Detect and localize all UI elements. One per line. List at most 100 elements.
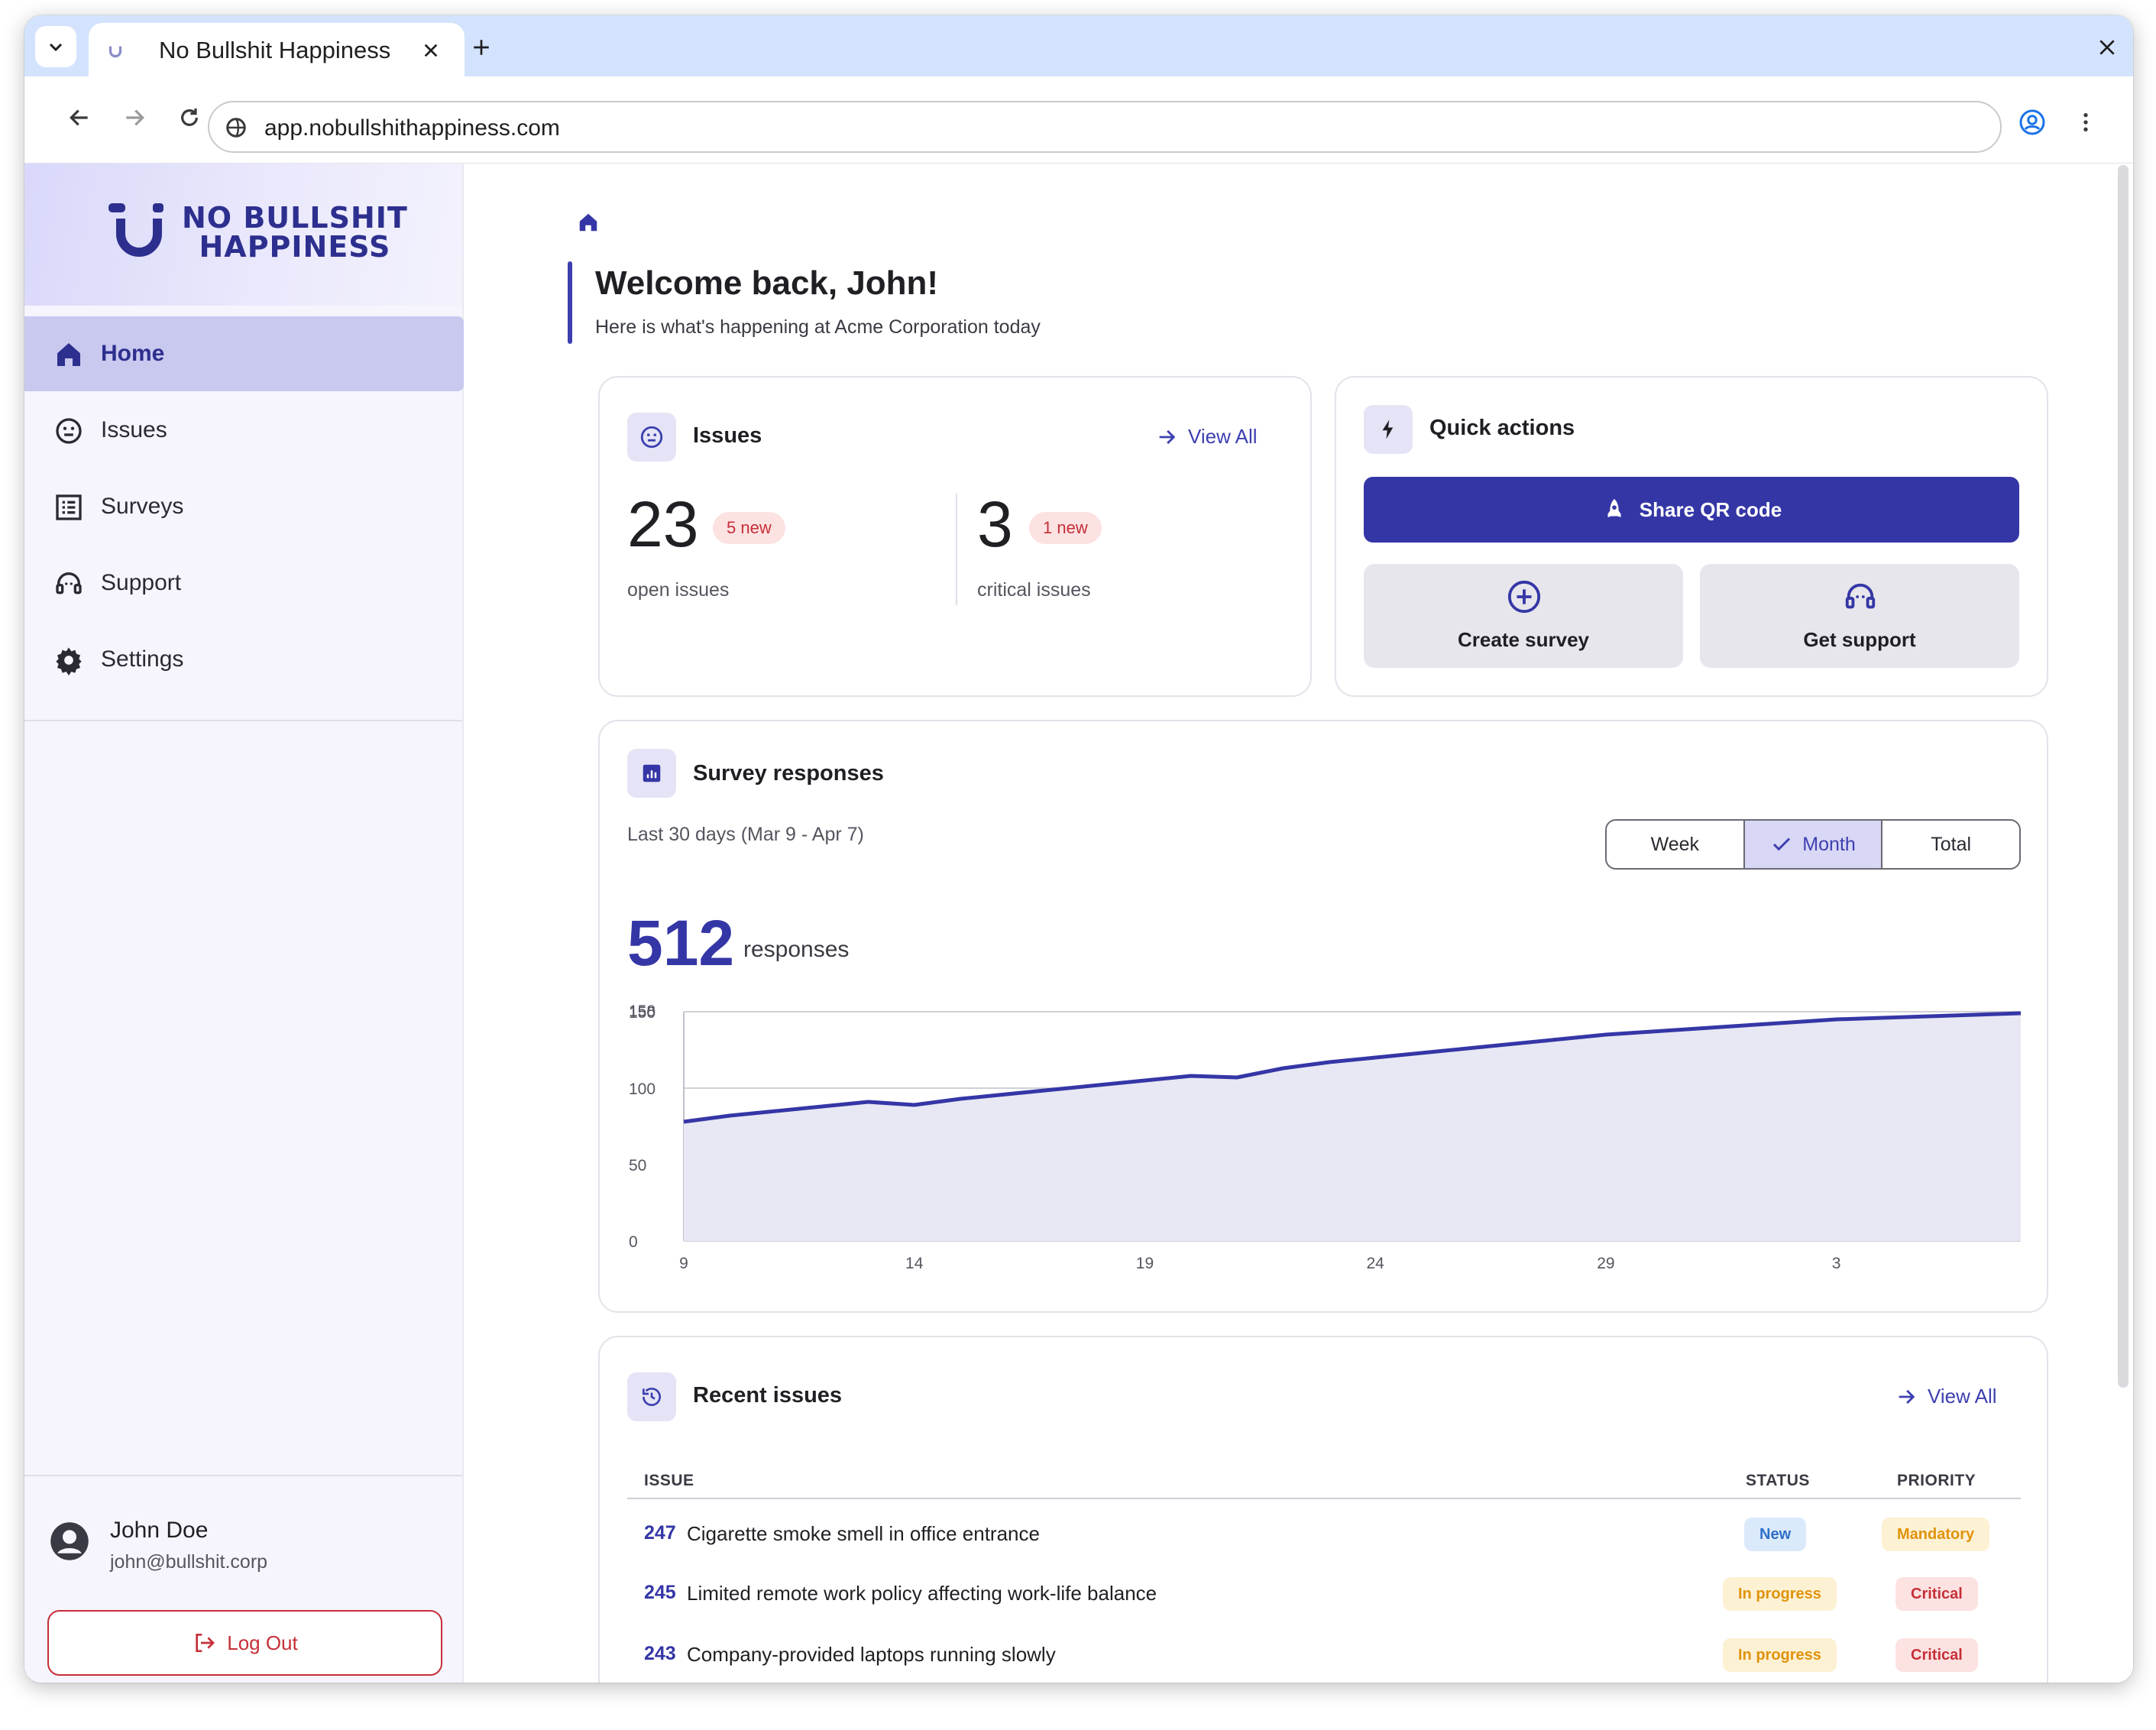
site-info-icon[interactable] xyxy=(225,116,248,139)
open-issues-label: open issues xyxy=(627,579,730,601)
create-survey-button[interactable]: Create survey xyxy=(1364,564,1683,668)
close-icon xyxy=(424,44,438,57)
period-toggle: Week Month Total xyxy=(1605,819,2021,870)
period-label: Month xyxy=(1802,833,1856,855)
browser-toolbar: app.nobullshithappiness.com xyxy=(24,76,2133,164)
profile-icon xyxy=(2019,109,2045,135)
recent-issues-view-all-link[interactable]: View All xyxy=(1895,1385,1997,1408)
browser-window: No Bullshit Happiness app.nobullshithapp… xyxy=(24,15,2133,1683)
critical-issues-new-badge: 1 new xyxy=(1029,512,1102,544)
recent-issues-title: Recent issues xyxy=(693,1383,843,1408)
back-button[interactable] xyxy=(58,96,101,139)
app-favicon-icon xyxy=(108,46,122,58)
view-all-label: View All xyxy=(1928,1385,1997,1408)
close-icon xyxy=(2099,40,2115,55)
priority-badge: Critical xyxy=(1895,1638,1978,1672)
logo-mark-icon xyxy=(108,203,163,257)
tab-close-button[interactable] xyxy=(417,37,445,64)
sidebar-item-label: Home xyxy=(101,341,165,366)
quick-actions-title: Quick actions xyxy=(1429,416,1575,440)
sidebar: NO BULLSHIT HAPPINESS Home Issues Survey… xyxy=(24,164,464,1683)
priority-badge: Critical xyxy=(1895,1577,1978,1611)
new-tab-button[interactable] xyxy=(466,32,497,63)
date-range-text: Last 30 days (Mar 9 - Apr 7) xyxy=(627,824,864,845)
x-tick-label: 19 xyxy=(1136,1255,1154,1272)
sidebar-item-issues[interactable]: Issues xyxy=(24,393,464,468)
arrow-right-icon xyxy=(126,109,144,126)
open-issues-new-badge: 5 new xyxy=(713,512,785,544)
sidebar-item-label: Surveys xyxy=(101,494,184,519)
sidebar-item-label: Support xyxy=(101,570,182,595)
tab-search-button[interactable] xyxy=(35,26,76,67)
browser-tab[interactable]: No Bullshit Happiness xyxy=(89,23,465,76)
app-viewport: NO BULLSHIT HAPPINESS Home Issues Survey… xyxy=(24,164,2133,1683)
address-bar[interactable]: app.nobullshithappiness.com xyxy=(208,101,2002,153)
quick-actions-card: Quick actions Share QR code Create surve… xyxy=(1335,376,2048,697)
period-month-button[interactable]: Month xyxy=(1744,821,1883,868)
critical-issues-label: critical issues xyxy=(977,579,1091,601)
home-icon xyxy=(57,343,80,366)
share-qr-code-button[interactable]: Share QR code xyxy=(1364,477,2019,543)
y-tick-label: 50 xyxy=(629,1157,646,1174)
y-tick-label: 100 xyxy=(629,1080,656,1098)
y-tick-label: 0 xyxy=(629,1233,638,1251)
period-total-button[interactable]: Total xyxy=(1882,821,2019,868)
browser-menu-button[interactable] xyxy=(2064,101,2107,144)
issue-text: Cigarette smoke smell in office entrance xyxy=(687,1522,1040,1545)
status-badge: In progress xyxy=(1723,1638,1837,1672)
table-row[interactable]: 243 Company-provided laptops running slo… xyxy=(627,1626,2021,1683)
page-scrollbar[interactable] xyxy=(2115,164,2132,1388)
table-header: ISSUE STATUS PRIORITY xyxy=(627,1466,2021,1499)
main-content: Welcome back, John! Here is what's happe… xyxy=(465,164,2116,1683)
table-row[interactable]: 247 Cigarette smoke smell in office entr… xyxy=(627,1505,2021,1565)
url-text[interactable]: app.nobullshithappiness.com xyxy=(264,115,560,141)
get-support-label: Get support xyxy=(1803,628,1916,651)
scrollbar-thumb[interactable] xyxy=(2118,165,2128,1388)
view-all-label: View All xyxy=(1188,425,1258,448)
survey-responses-title: Survey responses xyxy=(693,761,884,786)
issues-card-icon-box xyxy=(627,413,676,462)
smiley-icon xyxy=(640,426,663,449)
sidebar-item-settings[interactable]: Settings xyxy=(24,622,464,697)
logout-button[interactable]: Log Out xyxy=(47,1610,442,1676)
stat-divider xyxy=(956,494,957,605)
get-support-button[interactable]: Get support xyxy=(1700,564,2019,668)
headset-icon xyxy=(56,572,82,594)
period-label: Week xyxy=(1650,833,1700,855)
x-tick-label: 29 xyxy=(1597,1255,1614,1272)
welcome-accent-bar xyxy=(568,261,572,344)
recent-issues-icon-box xyxy=(627,1372,676,1421)
logo-area: NO BULLSHIT HAPPINESS xyxy=(24,164,462,306)
check-icon xyxy=(1773,837,1791,851)
reload-button[interactable] xyxy=(168,96,211,139)
breadcrumb-home-icon[interactable] xyxy=(577,211,600,234)
open-issues-count: 23 xyxy=(627,488,699,560)
column-header-issue: ISSUE xyxy=(644,1472,694,1489)
plus-circle-icon xyxy=(1507,580,1541,614)
chevron-down-icon xyxy=(49,43,63,52)
window-close-button[interactable] xyxy=(2092,32,2122,63)
sidebar-divider xyxy=(24,1475,462,1476)
issues-view-all-link[interactable]: View All xyxy=(1156,425,1258,449)
recent-issues-card: Recent issues View All ISSUE STATUS PRIO… xyxy=(598,1336,2048,1683)
sidebar-item-support[interactable]: Support xyxy=(24,546,464,620)
x-tick-label: 9 xyxy=(679,1255,688,1272)
forward-button[interactable] xyxy=(113,96,156,139)
table-row[interactable]: 245 Limited remote work policy affecting… xyxy=(627,1565,2021,1625)
period-week-button[interactable]: Week xyxy=(1607,821,1745,868)
issues-card-title: Issues xyxy=(693,423,762,448)
status-badge: New xyxy=(1744,1518,1807,1551)
chart-area xyxy=(684,1013,2021,1241)
issues-card: Issues View All 23 5 new open issues 3 1… xyxy=(598,376,1312,697)
profile-button[interactable] xyxy=(2011,101,2054,144)
sidebar-item-home[interactable]: Home xyxy=(24,316,464,391)
priority-badge: Mandatory xyxy=(1882,1518,1990,1551)
sidebar-divider xyxy=(24,720,462,721)
issue-text: Company-provided laptops running slowly xyxy=(687,1643,1056,1666)
column-header-status: STATUS xyxy=(1746,1472,1810,1489)
responses-count: 512 xyxy=(627,907,735,979)
responses-label: responses xyxy=(743,937,850,962)
sidebar-item-surveys[interactable]: Surveys xyxy=(24,469,464,544)
create-survey-label: Create survey xyxy=(1458,628,1589,651)
